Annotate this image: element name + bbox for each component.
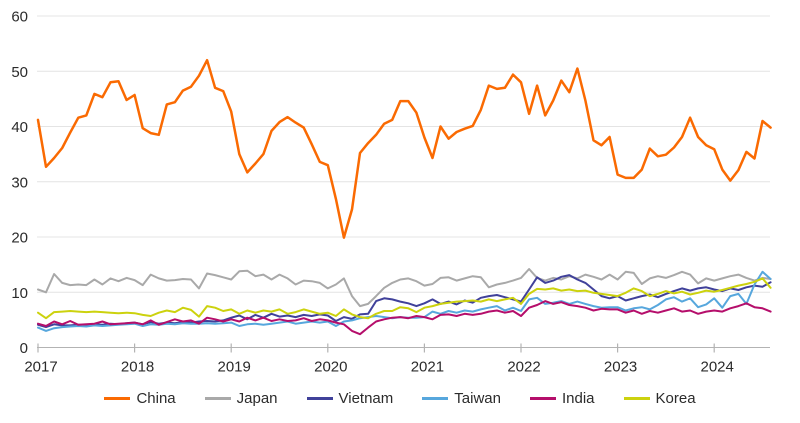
series-line-china xyxy=(36,58,772,239)
x-axis-label-2020: 2020 xyxy=(314,359,347,376)
legend-item-japan: Japan xyxy=(204,389,278,407)
y-axis-label-40: 40 xyxy=(11,119,28,136)
legend-label-taiwan: Taiwan xyxy=(454,389,501,407)
taiwan-line-swatch xyxy=(422,396,449,400)
series-line-japan xyxy=(37,268,772,308)
japan-line-swatch xyxy=(204,396,231,400)
china-line-swatch xyxy=(104,396,131,400)
legend-label-korea: Korea xyxy=(655,389,696,407)
india-line-swatch xyxy=(529,396,556,400)
legend-label-india: India xyxy=(561,389,595,407)
y-axis-label-10: 10 xyxy=(11,285,28,302)
legend-item-taiwan: Taiwan xyxy=(422,391,501,406)
y-axis-label-20: 20 xyxy=(11,230,28,247)
korea-line-swatch xyxy=(623,396,650,400)
x-axis-label-2021: 2021 xyxy=(411,359,444,376)
legend-label-japan: Japan xyxy=(236,389,278,407)
legend-item-china: China xyxy=(104,389,176,407)
series-line-vietnam xyxy=(37,274,772,329)
series-line-korea xyxy=(37,277,772,320)
legend-label-vietnam: Vietnam xyxy=(338,389,394,407)
x-axis-label-2019: 2019 xyxy=(218,359,251,376)
series-line-india xyxy=(37,300,772,336)
y-axis-label-60: 60 xyxy=(11,9,28,26)
legend-item-korea: Korea xyxy=(623,389,696,407)
x-axis-label-2022: 2022 xyxy=(507,359,540,376)
y-axis-label-50: 50 xyxy=(11,64,28,81)
x-axis-label-2024: 2024 xyxy=(701,359,734,376)
vietnam-line-swatch xyxy=(306,396,333,400)
legend-label-china: China xyxy=(136,389,176,407)
x-axis-label-2017: 2017 xyxy=(24,359,57,376)
x-axis-label-2023: 2023 xyxy=(604,359,637,376)
legend-item-india: India xyxy=(529,389,595,407)
y-axis-label-0: 0 xyxy=(20,340,28,357)
legend: China Japan Vietnam Taiwan India Korea xyxy=(0,386,800,410)
legend-item-vietnam: Vietnam xyxy=(306,389,394,407)
x-axis-label-2018: 2018 xyxy=(121,359,154,376)
y-axis-label-30: 30 xyxy=(11,174,28,191)
